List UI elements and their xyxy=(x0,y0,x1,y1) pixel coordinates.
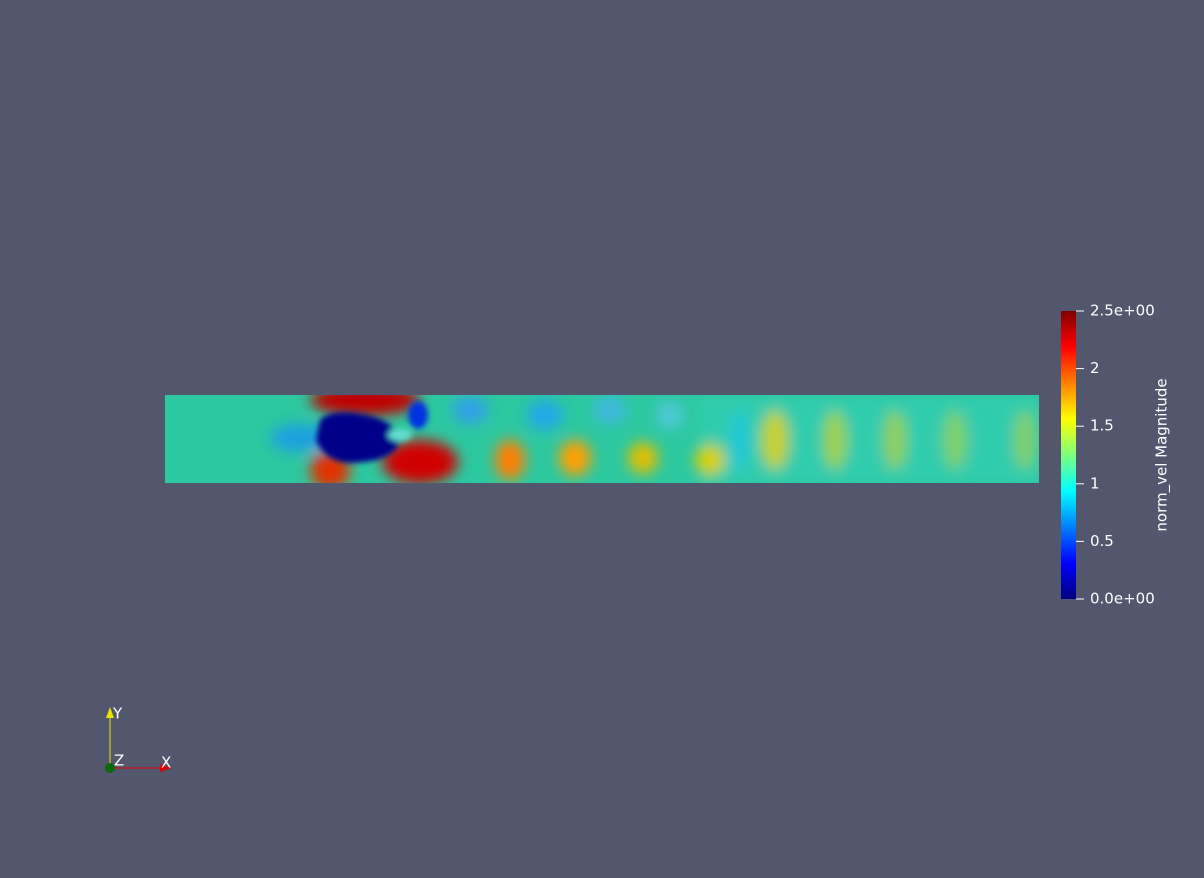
tick-label: 1 xyxy=(1090,474,1100,492)
axis-label: Z xyxy=(114,752,124,770)
tick-label: 1.5 xyxy=(1090,417,1114,435)
tick-label: 0.0e+00 xyxy=(1090,590,1155,608)
tick-label: 0.5 xyxy=(1090,532,1114,550)
colorbar-title: norm_vel Magnitude xyxy=(1153,378,1172,531)
axis-label: X xyxy=(161,754,171,772)
tick-label: 2.5e+00 xyxy=(1090,302,1155,320)
tick-label: 2 xyxy=(1090,359,1100,377)
axes-triad: Y X Z xyxy=(105,705,171,773)
colorbar xyxy=(1061,311,1076,599)
flow-field xyxy=(165,395,1039,483)
axis-label: Y xyxy=(112,705,123,723)
